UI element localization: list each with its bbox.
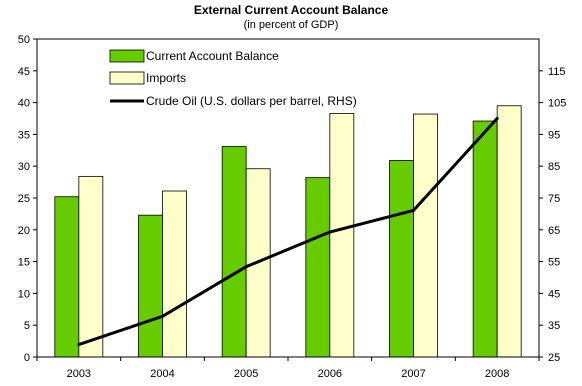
- legend-label-crude-oil: Crude Oil (U.S. dollars per barrel, RHS): [146, 94, 357, 108]
- point-crude-oil-2004: [161, 314, 164, 318]
- bar-current-account-balance-2005: [221, 146, 247, 358]
- line-crude-oil: [78, 117, 499, 347]
- x-tick-label: 2005: [234, 368, 258, 380]
- axes-layer: 0 5 10 15 20 25 30 35 40 45 50 25 35 45 55 65 75 85 95 105 1…: [18, 34, 567, 380]
- y-right-tick-label: 65: [548, 225, 560, 237]
- bar-current-account-balance-2003: [54, 196, 80, 358]
- point-crude-oil-2008: [495, 117, 499, 120]
- line-layer: [77, 117, 499, 347]
- y-right-tick-label: 75: [548, 193, 560, 205]
- y-left-tick-label: 15: [18, 257, 30, 269]
- legend: Current Account Balance Imports Crude Oil …: [109, 49, 357, 108]
- bar-imports-2003: [78, 175, 104, 358]
- bar-current-account-balance-2008: [472, 120, 498, 358]
- y-left-tick-label: 25: [18, 193, 30, 205]
- point-crude-oil-2007: [412, 208, 415, 212]
- x-tick-label: 2003: [67, 368, 91, 380]
- y-right-tick-label: 35: [548, 320, 560, 332]
- y-left-tick-label: 20: [18, 225, 30, 237]
- y-right-tick-label: 45: [548, 288, 560, 300]
- bar-current-account-balance-2006: [305, 177, 331, 358]
- y-left-tick-label: 35: [18, 129, 30, 141]
- y-left-tick-label: 30: [18, 161, 30, 173]
- bar-imports-2006: [329, 113, 355, 358]
- bar-imports-2008: [496, 105, 522, 358]
- y-right-tick-label: 105: [548, 98, 566, 110]
- y-right-tick-label: 95: [548, 129, 560, 141]
- point-crude-oil-2005: [244, 265, 248, 269]
- legend-swatch-imports: [109, 71, 145, 85]
- bar-imports-2004: [162, 190, 187, 358]
- x-tick-label: 2006: [318, 368, 342, 380]
- bar-imports-2007: [413, 113, 438, 358]
- bars-layer: [54, 105, 522, 358]
- y-left-tick-label: 0: [24, 352, 30, 364]
- bar-current-account-balance-2007: [389, 160, 414, 358]
- plot-frame: [36, 38, 540, 358]
- x-tick-label: 2008: [485, 368, 509, 380]
- y-left-tick-label: 50: [18, 34, 30, 46]
- legend-swatch-current-account-balance: [109, 49, 145, 63]
- chart-title: External Current Account Balance: [193, 3, 389, 17]
- y-right-tick-label: 115: [548, 66, 566, 78]
- y-left-tick-label: 40: [18, 98, 30, 110]
- chart-subtitle: (in percent of GDP): [243, 19, 339, 31]
- y-left-tick-label: 10: [18, 288, 30, 300]
- y-right-tick-label: 85: [548, 161, 560, 173]
- y-left-tick-label: 5: [24, 320, 30, 332]
- point-crude-oil-2006: [328, 230, 332, 234]
- x-tick-label: 2004: [150, 368, 174, 380]
- legend-label-current-account-balance: Current Account Balance: [146, 49, 279, 63]
- point-crude-oil-2003: [77, 343, 81, 347]
- y-right-tick-label: 55: [548, 257, 560, 269]
- bar-current-account-balance-2004: [138, 214, 163, 358]
- y-left-tick-label: 45: [18, 66, 30, 78]
- legend-label-imports: Imports: [146, 71, 186, 85]
- y-right-tick-label: 25: [548, 352, 560, 364]
- x-tick-label: 2007: [401, 368, 425, 380]
